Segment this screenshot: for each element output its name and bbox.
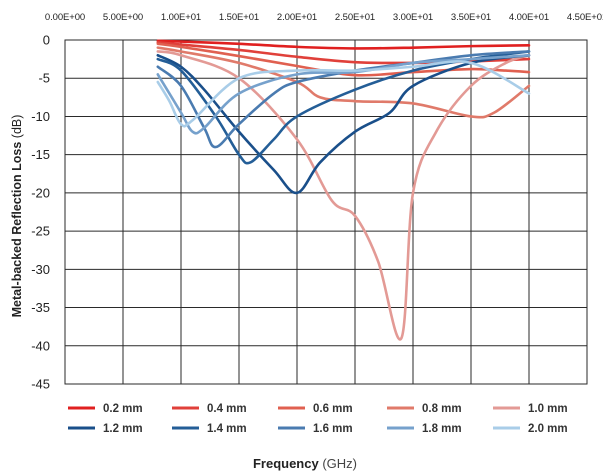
x-tick-label: 2.00E+01 (277, 12, 317, 23)
x-axis-label-unit: (GHz) (322, 456, 357, 471)
y-tick-label: -10 (31, 109, 50, 124)
y-axis-label-text: Metal-backed Reflection Loss (10, 142, 24, 318)
legend-label: 1.0 mm (528, 403, 568, 415)
y-tick-label: 0 (43, 33, 50, 48)
y-tick-label: -20 (31, 185, 50, 200)
x-tick-label: 0.00E+00 (45, 12, 85, 23)
y-tick-label: -15 (31, 147, 50, 162)
x-tick-label: 1.00E+01 (161, 12, 201, 23)
y-tick-label: -35 (31, 300, 50, 315)
x-tick-label: 3.00E+01 (393, 12, 433, 23)
y-axis-label: Metal-backed Reflection Loss (dB) (10, 115, 24, 318)
series-line-1-2-mm (156, 53, 531, 195)
series-line-0-8-mm (156, 46, 531, 119)
legend-label: 1.2 mm (103, 423, 143, 435)
x-axis-ticks: 0.00E+00 5.00E+00 1.00E+01 1.50E+01 2.00E+01… (45, 12, 603, 23)
legend: 0.2 mm 0.4 mm 0.6 mm 0.8 mm 1.0 mm 1.2 mm 1.4 … (68, 403, 568, 435)
x-tick-label: 5.00E+00 (103, 12, 143, 23)
legend-label: 0.8 mm (422, 403, 462, 415)
legend-label: 2.0 mm (528, 423, 568, 435)
x-tick-label: 3.50E+01 (451, 12, 491, 23)
plot-area (64, 39, 588, 385)
x-axis-label-text: Frequency (253, 456, 320, 471)
x-tick-label: 4.50E+01 (567, 12, 603, 23)
y-axis-label-unit: (dB) (10, 115, 24, 139)
series-line-2-0-mm (156, 60, 531, 128)
x-tick-label: 2.50E+01 (335, 12, 375, 23)
y-tick-label: -5 (38, 71, 50, 86)
series-lines (156, 39, 531, 341)
y-tick-label: -30 (31, 262, 50, 277)
x-axis-label: Frequency (GHz) (253, 456, 357, 471)
legend-label: 1.8 mm (422, 423, 462, 435)
series-line-0-2-mm (156, 39, 531, 50)
legend-label: 0.4 mm (207, 403, 247, 415)
legend-label: 0.6 mm (313, 403, 353, 415)
x-tick-label: 4.00E+01 (509, 12, 549, 23)
series-line-1-0-mm (156, 50, 531, 341)
y-tick-label: -40 (31, 338, 50, 353)
legend-label: 1.6 mm (313, 423, 353, 435)
x-tick-label: 1.50E+01 (219, 12, 259, 23)
legend-label: 1.4 mm (207, 423, 247, 435)
y-tick-label: -25 (31, 224, 50, 239)
series-line-1-4-mm (156, 50, 531, 165)
legend-label: 0.2 mm (103, 403, 143, 415)
grid (64, 39, 588, 385)
y-tick-label: -45 (31, 377, 50, 392)
series-line-0-6-mm (156, 42, 531, 77)
plot-border (64, 39, 588, 385)
y-axis-ticks: 0 -5 -10 -15 -20 -25 -30 -35 -40 -45 (31, 33, 50, 392)
